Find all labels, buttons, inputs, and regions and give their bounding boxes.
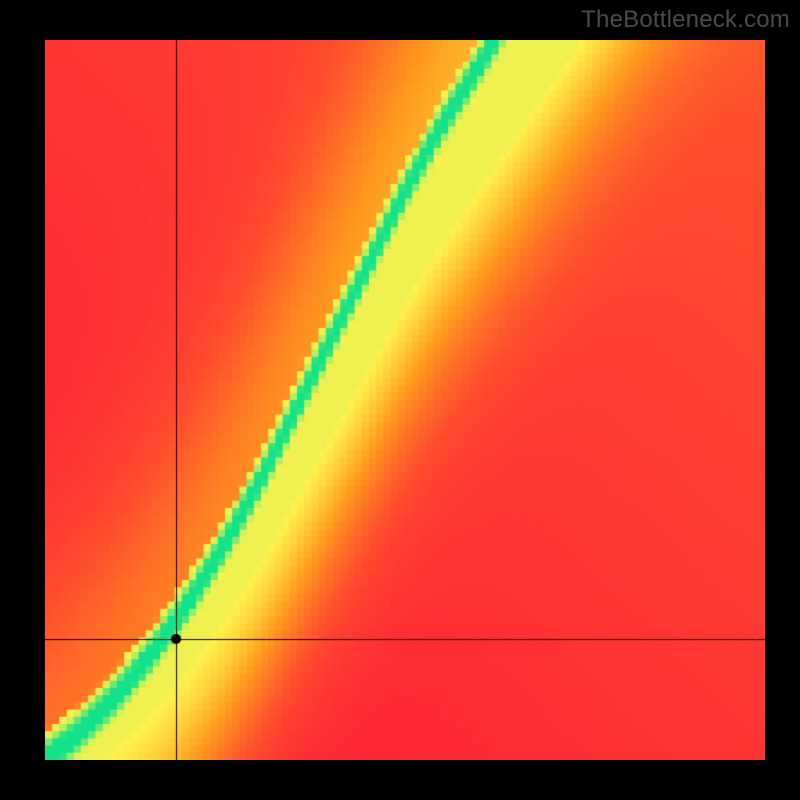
chart-container: { "watermark": "TheBottleneck.com", "wat… <box>0 0 800 800</box>
watermark-text: TheBottleneck.com <box>581 6 790 34</box>
bottleneck-heatmap <box>45 40 765 760</box>
